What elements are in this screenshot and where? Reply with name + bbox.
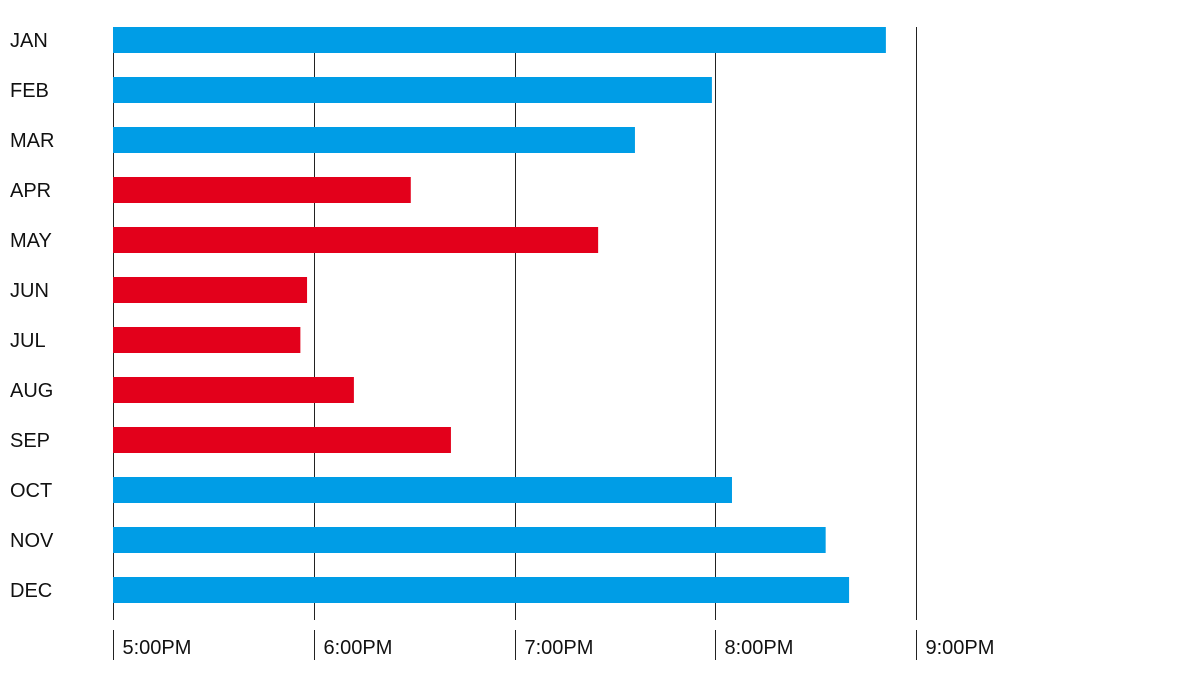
bar-nov — [113, 527, 826, 553]
x-tick-label: 7:00PM — [525, 637, 594, 659]
bar-jun — [113, 277, 308, 303]
category-label-apr: APR — [10, 180, 51, 202]
gridlines — [113, 27, 917, 660]
bar-dec — [113, 577, 850, 603]
x-tick-labels: 5:00PM 6:00PM 7:00PM 8:00PM 9:00PM — [123, 637, 995, 659]
bar-may — [113, 227, 599, 253]
category-label-jul: JUL — [10, 330, 46, 352]
bar-jul — [113, 327, 301, 353]
category-label-mar: MAR — [10, 130, 54, 152]
bar-feb — [113, 77, 712, 103]
bar-mar — [113, 127, 635, 153]
category-label-jun: JUN — [10, 280, 49, 302]
bar-oct — [113, 477, 732, 503]
bars — [113, 27, 886, 603]
category-label-may: MAY — [10, 230, 52, 252]
x-tick-label: 6:00PM — [324, 637, 393, 659]
category-label-sep: SEP — [10, 430, 50, 452]
x-tick-label: 8:00PM — [725, 637, 794, 659]
category-label-feb: FEB — [10, 80, 49, 102]
category-label-dec: DEC — [10, 580, 52, 602]
category-label-oct: OCT — [10, 480, 52, 502]
x-tick-label: 5:00PM — [123, 637, 192, 659]
bar-sep — [113, 427, 451, 453]
bar-aug — [113, 377, 354, 403]
category-label-nov: NOV — [10, 530, 54, 552]
x-tick-label: 9:00PM — [926, 637, 995, 659]
category-labels: JAN FEB MAR APR MAY JUN JUL AUG SEP OCT NOV DEC — [10, 30, 54, 602]
bar-jan — [113, 27, 886, 53]
category-label-aug: AUG — [10, 380, 53, 402]
category-label-jan: JAN — [10, 30, 48, 52]
bar-apr — [113, 177, 411, 203]
